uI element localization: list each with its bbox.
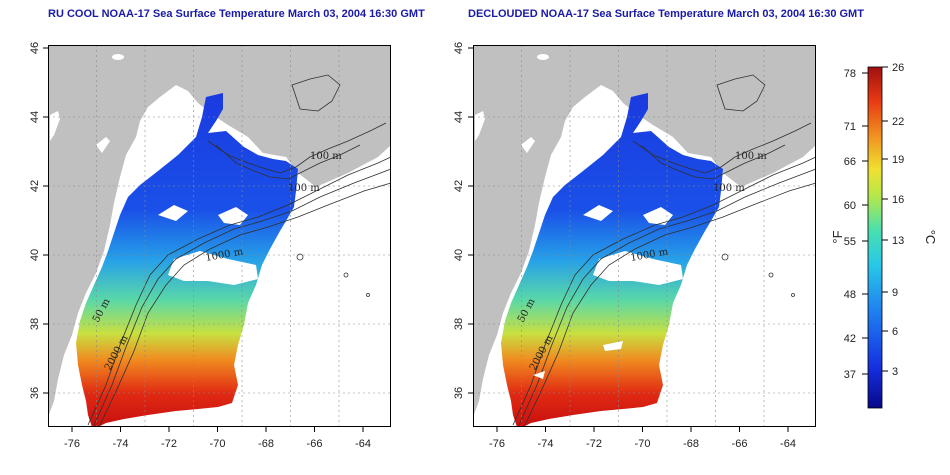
fahrenheit-tick-label: 37: [844, 369, 856, 381]
lon-tick-label: -72: [161, 438, 177, 450]
lon-tick-label: -64: [355, 438, 371, 450]
fahrenheit-tick-label: 55: [844, 236, 856, 248]
lat-tick-label: 42: [453, 180, 465, 192]
left-lon-axis: -76 -74 -72 -70 -68 -66 -64: [64, 427, 371, 450]
left-map-title: RU COOL NOAA-17 Sea Surface Temperature …: [48, 8, 425, 20]
celsius-tick-label: 19: [892, 154, 904, 166]
lat-tick-label: 40: [453, 249, 465, 261]
lon-tick-label: -68: [258, 438, 274, 450]
celsius-tick-label: 13: [892, 235, 904, 247]
right-lon-axis: -76 -74 -72 -70 -68 -66 -64: [489, 427, 796, 450]
left-map-panel: 100 m 100 m 1000 m 2000 m 50 m: [47, 44, 392, 428]
colorbar-gradient: [867, 66, 883, 409]
depth-label: 100 m: [310, 151, 342, 162]
right-map-panel: 100 m 100 m 1000 m 2000 m 50 m: [472, 44, 817, 428]
right-map-title: DECLOUDED NOAA-17 Sea Surface Temperatur…: [468, 8, 864, 20]
celsius-tick-label: 16: [892, 194, 904, 206]
lat-tick-label: 38: [29, 318, 41, 330]
lat-tick-label: 46: [453, 42, 465, 54]
celsius-tick-label: 9: [892, 287, 898, 299]
celsius-unit-label: °C: [923, 230, 938, 245]
temperature-colorbar: 78 71 66 60 55 48 42 37 26 22 19 16 13 9…: [830, 62, 938, 409]
lat-tick-label: 38: [453, 318, 465, 330]
lon-tick-label: -70: [210, 438, 226, 450]
fahrenheit-tick-label: 60: [844, 200, 856, 212]
depth-label: 100 m: [735, 151, 767, 162]
lon-tick-label: -74: [538, 438, 554, 450]
lat-tick-label: 44: [453, 111, 465, 123]
lon-tick-label: -66: [307, 438, 323, 450]
lat-tick-label: 44: [29, 111, 41, 123]
lat-tick-label: 42: [29, 180, 41, 192]
celsius-tick-label: 3: [892, 366, 898, 378]
fahrenheit-tick-label: 78: [844, 68, 856, 80]
lat-tick-label: 36: [29, 387, 41, 399]
lon-tick-label: -64: [780, 438, 796, 450]
left-lat-axis: 36 38 40 42 44 46: [29, 42, 48, 399]
lat-tick-label: 36: [453, 387, 465, 399]
lon-tick-label: -76: [64, 438, 80, 450]
lon-tick-label: -70: [635, 438, 651, 450]
right-lat-axis: 36 38 40 42 44 46: [453, 42, 473, 399]
fahrenheit-unit-label: °F: [830, 230, 845, 243]
depth-label: 100 m: [288, 183, 320, 194]
lon-tick-label: -74: [113, 438, 129, 450]
lon-tick-label: -72: [586, 438, 602, 450]
celsius-tick-label: 6: [892, 326, 898, 338]
lon-tick-label: -66: [732, 438, 748, 450]
lon-tick-label: -76: [489, 438, 505, 450]
lat-tick-label: 40: [29, 249, 41, 261]
fahrenheit-tick-label: 71: [844, 121, 856, 133]
fahrenheit-tick-label: 66: [844, 156, 856, 168]
celsius-tick-label: 22: [892, 116, 904, 128]
depth-label: 100 m: [713, 183, 745, 194]
fahrenheit-tick-label: 48: [844, 289, 856, 301]
lat-tick-label: 46: [29, 42, 41, 54]
fahrenheit-tick-label: 42: [844, 333, 856, 345]
lon-tick-label: -68: [683, 438, 699, 450]
celsius-tick-label: 26: [892, 62, 904, 74]
